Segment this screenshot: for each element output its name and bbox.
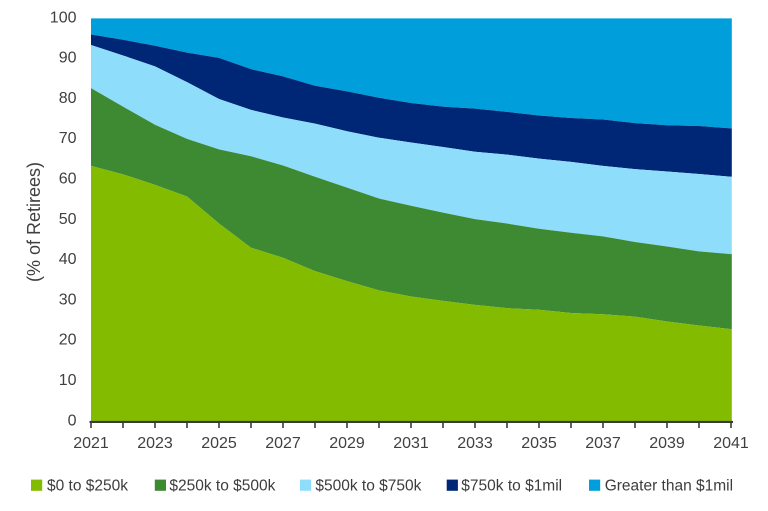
svg-text:30: 30 [59,291,77,308]
svg-text:$750k to $1mil: $750k to $1mil [461,477,562,494]
svg-text:Greater than $1mil: Greater than $1mil [605,477,733,494]
svg-text:2023: 2023 [137,435,173,452]
svg-text:$250k to $500k: $250k to $500k [169,477,275,494]
svg-text:90: 90 [59,50,77,67]
svg-text:2039: 2039 [649,435,685,452]
svg-text:100: 100 [50,9,77,26]
svg-text:50: 50 [59,211,77,228]
svg-text:2035: 2035 [521,435,557,452]
svg-text:$0 to $250k: $0 to $250k [47,477,128,494]
svg-text:0: 0 [68,412,77,429]
svg-text:10: 10 [59,372,77,389]
svg-text:20: 20 [59,332,77,349]
svg-text:$500k to $750k: $500k to $750k [315,477,421,494]
svg-text:2031: 2031 [393,435,429,452]
svg-text:2033: 2033 [457,435,493,452]
svg-text:60: 60 [59,171,77,188]
svg-text:80: 80 [59,90,77,107]
svg-text:2027: 2027 [265,435,301,452]
svg-text:2037: 2037 [585,435,621,452]
svg-text:2029: 2029 [329,435,365,452]
svg-text:2025: 2025 [201,435,237,452]
svg-text:70: 70 [59,130,77,147]
svg-text:2021: 2021 [73,435,109,452]
svg-text:(% of Retirees): (% of Retirees) [24,162,44,282]
svg-text:2041: 2041 [713,435,749,452]
svg-text:40: 40 [59,251,77,268]
